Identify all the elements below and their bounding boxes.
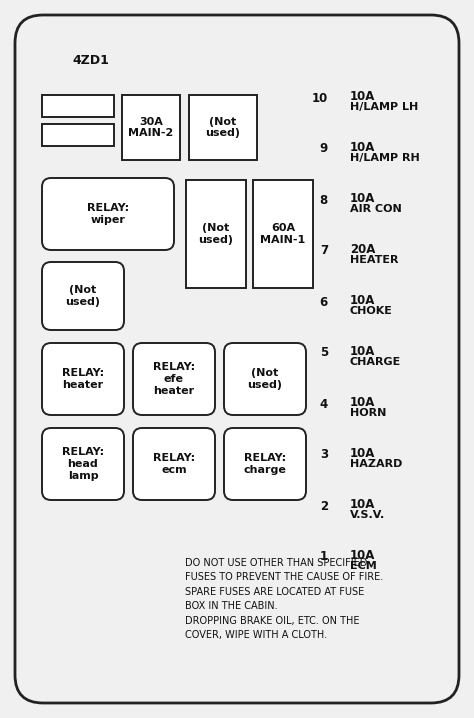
Text: 10A: 10A bbox=[350, 549, 375, 562]
Text: (Not
used): (Not used) bbox=[247, 368, 283, 390]
Text: DO NOT USE OTHER THAN SPECIFIED
FUSES TO PREVENT THE CAUSE OF FIRE.
SPARE FUSES : DO NOT USE OTHER THAN SPECIFIED FUSES TO… bbox=[185, 558, 383, 640]
FancyBboxPatch shape bbox=[224, 343, 306, 415]
Text: RELAY:
ecm: RELAY: ecm bbox=[153, 453, 195, 475]
Text: 4: 4 bbox=[320, 398, 328, 411]
Bar bbox=[122, 95, 180, 160]
Text: H/LAMP LH: H/LAMP LH bbox=[350, 102, 418, 112]
Text: 4ZD1: 4ZD1 bbox=[72, 54, 109, 67]
Text: 10A: 10A bbox=[350, 498, 375, 511]
Text: 10A: 10A bbox=[350, 90, 375, 103]
FancyBboxPatch shape bbox=[42, 262, 124, 330]
Text: RELAY:
wiper: RELAY: wiper bbox=[87, 203, 129, 225]
Text: 10A: 10A bbox=[350, 294, 375, 307]
Text: CHOKE: CHOKE bbox=[350, 306, 393, 316]
FancyBboxPatch shape bbox=[42, 343, 124, 415]
FancyBboxPatch shape bbox=[42, 178, 174, 250]
FancyBboxPatch shape bbox=[133, 428, 215, 500]
Text: RELAY:
heater: RELAY: heater bbox=[62, 368, 104, 390]
Text: 7: 7 bbox=[320, 245, 328, 258]
Text: (Not
used): (Not used) bbox=[199, 223, 234, 245]
Text: 10A: 10A bbox=[350, 396, 375, 409]
Text: 30A
MAIN-2: 30A MAIN-2 bbox=[128, 117, 173, 139]
Text: 2: 2 bbox=[320, 500, 328, 513]
Bar bbox=[189, 95, 257, 160]
Bar bbox=[253, 180, 313, 288]
Text: (Not
used): (Not used) bbox=[206, 117, 240, 139]
Text: H/LAMP RH: H/LAMP RH bbox=[350, 153, 420, 163]
Text: 10A: 10A bbox=[350, 192, 375, 205]
Bar bbox=[42, 95, 114, 117]
Text: 9: 9 bbox=[320, 142, 328, 156]
Text: HORN: HORN bbox=[350, 408, 386, 418]
Text: 6: 6 bbox=[320, 296, 328, 309]
Text: CHARGE: CHARGE bbox=[350, 357, 401, 367]
Text: 10A: 10A bbox=[350, 345, 375, 358]
Bar bbox=[186, 180, 246, 288]
Text: (Not
used): (Not used) bbox=[65, 285, 100, 307]
Text: RELAY:
head
lamp: RELAY: head lamp bbox=[62, 447, 104, 480]
FancyBboxPatch shape bbox=[15, 15, 459, 703]
Text: 1: 1 bbox=[320, 551, 328, 564]
Text: V.S.V.: V.S.V. bbox=[350, 510, 385, 520]
Text: AIR CON: AIR CON bbox=[350, 204, 402, 214]
FancyBboxPatch shape bbox=[224, 428, 306, 500]
Text: 5: 5 bbox=[320, 347, 328, 360]
Text: 10: 10 bbox=[312, 91, 328, 105]
Text: 20A: 20A bbox=[350, 243, 375, 256]
Text: 10A: 10A bbox=[350, 141, 375, 154]
FancyBboxPatch shape bbox=[42, 428, 124, 500]
Text: 3: 3 bbox=[320, 449, 328, 462]
Text: 10A: 10A bbox=[350, 447, 375, 460]
Text: ECM: ECM bbox=[350, 561, 377, 571]
Text: RELAY:
charge: RELAY: charge bbox=[244, 453, 286, 475]
Bar bbox=[42, 124, 114, 146]
Text: 60A
MAIN-1: 60A MAIN-1 bbox=[260, 223, 306, 245]
Text: RELAY:
efe
heater: RELAY: efe heater bbox=[153, 363, 195, 396]
FancyBboxPatch shape bbox=[133, 343, 215, 415]
Text: HEATER: HEATER bbox=[350, 255, 399, 265]
Text: 8: 8 bbox=[320, 193, 328, 207]
Text: HAZARD: HAZARD bbox=[350, 459, 402, 469]
